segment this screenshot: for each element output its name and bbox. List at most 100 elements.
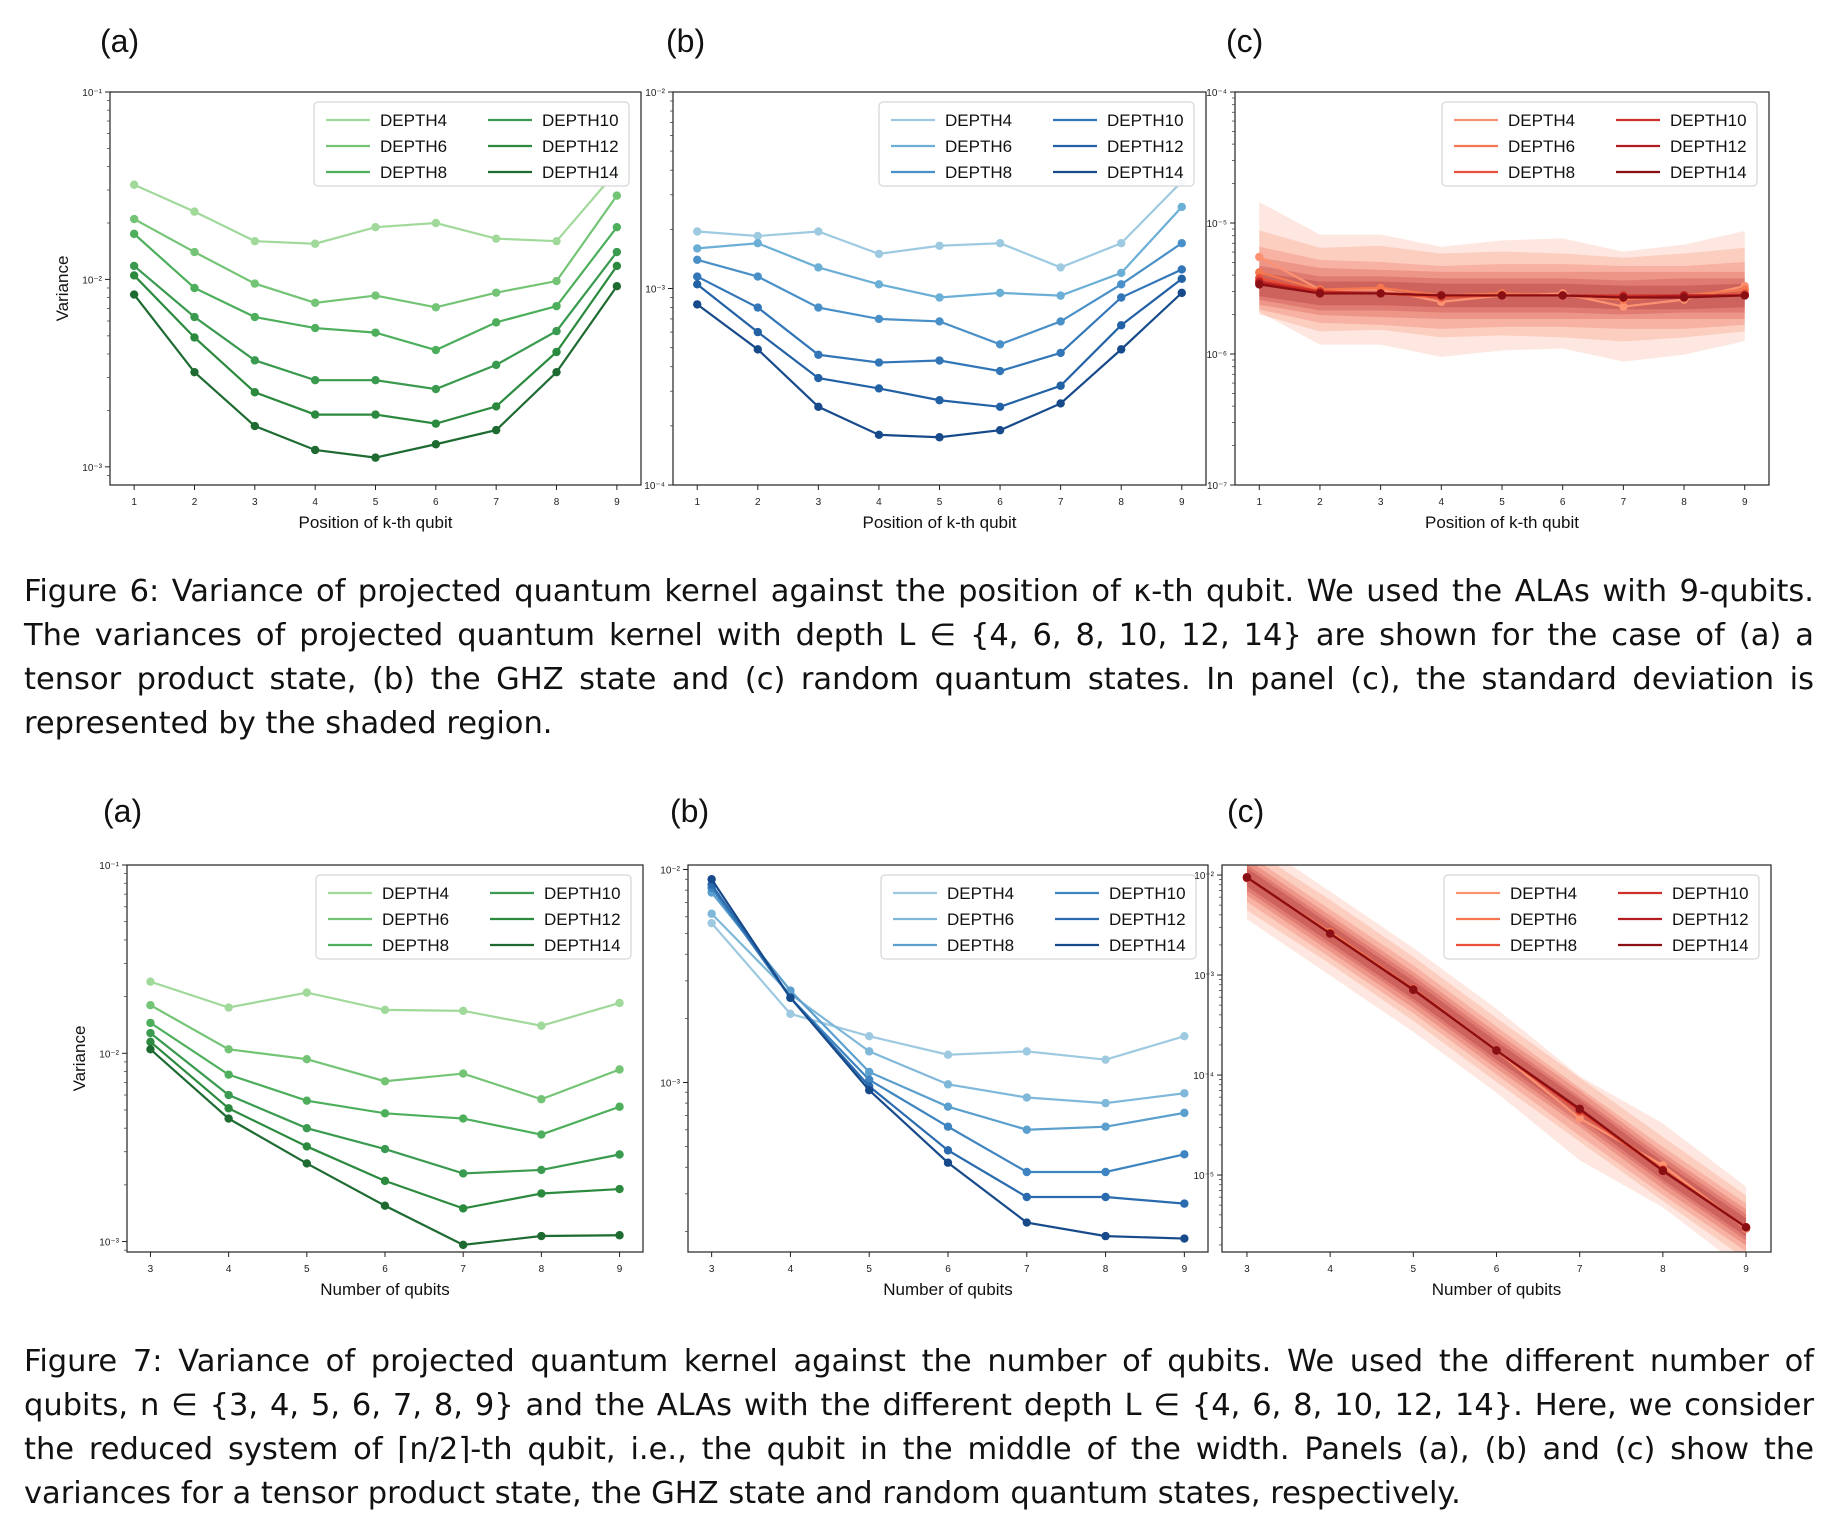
legend-entry: DEPTH8	[382, 936, 449, 955]
data-point	[786, 993, 795, 1002]
data-point	[753, 303, 762, 312]
data-point	[431, 440, 441, 449]
data-point	[458, 1240, 468, 1250]
legend-entry: DEPTH6	[1508, 137, 1575, 156]
data-point	[995, 426, 1005, 435]
panel-label: (b)	[670, 793, 709, 829]
x-tick-label: 5	[1411, 1264, 1417, 1275]
data-point	[1022, 1167, 1031, 1177]
data-point	[1056, 317, 1065, 326]
panel-label: (a)	[103, 793, 142, 829]
data-point	[1376, 289, 1385, 298]
series-line	[133, 285, 618, 459]
legend: DEPTH4 DEPTH6 DEPTH8 DEPTH10 DEPTH12 DEPTH14	[1443, 874, 1760, 960]
x-tick-label: 4	[312, 497, 318, 508]
x-tick-label: 6	[433, 497, 439, 508]
data-point	[190, 283, 199, 293]
legend-entry: DEPTH8	[1510, 936, 1577, 955]
data-point	[1101, 1231, 1110, 1241]
data-point	[129, 261, 139, 271]
x-tick-label: 3	[709, 1264, 715, 1275]
data-point	[491, 402, 501, 411]
data-point	[943, 1122, 953, 1131]
x-tick-label: 8	[539, 1264, 545, 1275]
data-point	[146, 977, 155, 986]
chart-panel-fig7-c: (c) 3 4 5 6 7 8 9 10⁻² 10⁻³ 10⁻⁴ 10⁻⁵ Number of qubi…	[1193, 793, 1772, 1299]
data-point	[431, 218, 441, 228]
data-point	[431, 419, 441, 428]
data-point	[380, 1077, 390, 1086]
y-tick-label: 10⁻¹	[82, 88, 102, 99]
y-tick-label: 10⁻⁶	[1206, 350, 1227, 361]
data-point	[302, 1123, 312, 1133]
data-point	[146, 1028, 155, 1038]
y-axis-label: Variance	[70, 1026, 89, 1092]
data-point	[302, 1096, 312, 1105]
data-point	[612, 282, 622, 291]
legend-box	[1443, 874, 1760, 960]
y-tick-label: 10⁻⁷	[1207, 481, 1227, 492]
data-point	[224, 1045, 233, 1054]
data-point	[935, 241, 944, 250]
x-tick-label: 5	[937, 497, 943, 508]
chart-panel-fig6-b: (b) 1 2 3 4 5 6 7 8 9 10⁻² 10⁻³ 10⁻⁴ Position of k-th…	[644, 23, 1207, 532]
data-point	[865, 1047, 874, 1056]
x-tick-label: 4	[1439, 497, 1445, 508]
data-point	[1180, 1108, 1189, 1118]
legend-entry: DEPTH8	[945, 163, 1012, 182]
x-tick-label: 6	[997, 497, 1003, 508]
legend-entry: DEPTH12	[1107, 137, 1184, 156]
x-tick-label: 2	[192, 497, 198, 508]
data-point	[612, 261, 622, 271]
legend: DEPTH4 DEPTH6 DEPTH8 DEPTH10 DEPTH12 DEPTH14	[313, 101, 630, 187]
x-tick-label: 2	[1317, 497, 1323, 508]
data-point	[190, 312, 199, 322]
data-point	[707, 918, 716, 928]
data-point	[1180, 1199, 1189, 1208]
data-point	[1117, 268, 1126, 278]
data-point	[874, 358, 884, 367]
legend: DEPTH4 DEPTH6 DEPTH8 DEPTH10 DEPTH12 DEPTH14	[880, 874, 1197, 960]
y-tick-label: 10⁻²	[82, 275, 102, 286]
chart-panel-fig6-c: (c) 1 2 3 4 5 6 7 8 9 10⁻⁴ 10⁻⁵ 10⁻⁶ 10⁻⁷ Position of …	[1206, 23, 1770, 532]
data-point	[250, 312, 260, 322]
legend-entry: DEPTH6	[945, 137, 1012, 156]
data-point	[1056, 381, 1065, 390]
x-axis-label: Number of qubits	[1432, 1280, 1561, 1299]
data-point	[380, 1201, 390, 1210]
data-point	[552, 326, 561, 336]
y-tick-label: 10⁻⁴	[644, 481, 665, 492]
legend-entry: DEPTH8	[380, 163, 447, 182]
x-tick-label: 8	[1681, 497, 1687, 508]
x-axis-label: Number of qubits	[883, 1280, 1012, 1299]
data-point	[380, 1109, 390, 1118]
data-point	[753, 239, 762, 248]
x-tick-label: 9	[1179, 497, 1185, 508]
data-point	[753, 345, 762, 354]
x-tick-label: 8	[554, 497, 560, 508]
data-point	[935, 433, 944, 442]
data-point	[491, 288, 501, 297]
data-point	[552, 347, 561, 357]
legend-entry: DEPTH6	[1510, 910, 1577, 929]
x-tick-label: 9	[617, 1264, 623, 1275]
data-point	[693, 244, 702, 253]
data-point	[371, 291, 380, 300]
x-tick-label: 1	[694, 497, 700, 508]
x-tick-label: 5	[866, 1264, 872, 1275]
data-point	[693, 255, 702, 264]
data-point	[865, 1067, 874, 1077]
data-point	[1409, 985, 1418, 995]
data-point	[612, 222, 622, 232]
panel-label: (a)	[100, 23, 139, 59]
series-line	[150, 980, 620, 1027]
data-point	[1492, 1046, 1501, 1055]
legend: DEPTH4 DEPTH6 DEPTH8 DEPTH10 DEPTH12 DEPTH14	[315, 874, 632, 960]
data-point	[1619, 293, 1628, 302]
panel-label: (b)	[666, 23, 705, 59]
legend-entry: DEPTH10	[542, 111, 619, 130]
data-point	[1117, 345, 1126, 354]
data-point	[865, 1086, 874, 1095]
legend-entry: DEPTH10	[1670, 111, 1747, 130]
data-point	[129, 271, 139, 280]
